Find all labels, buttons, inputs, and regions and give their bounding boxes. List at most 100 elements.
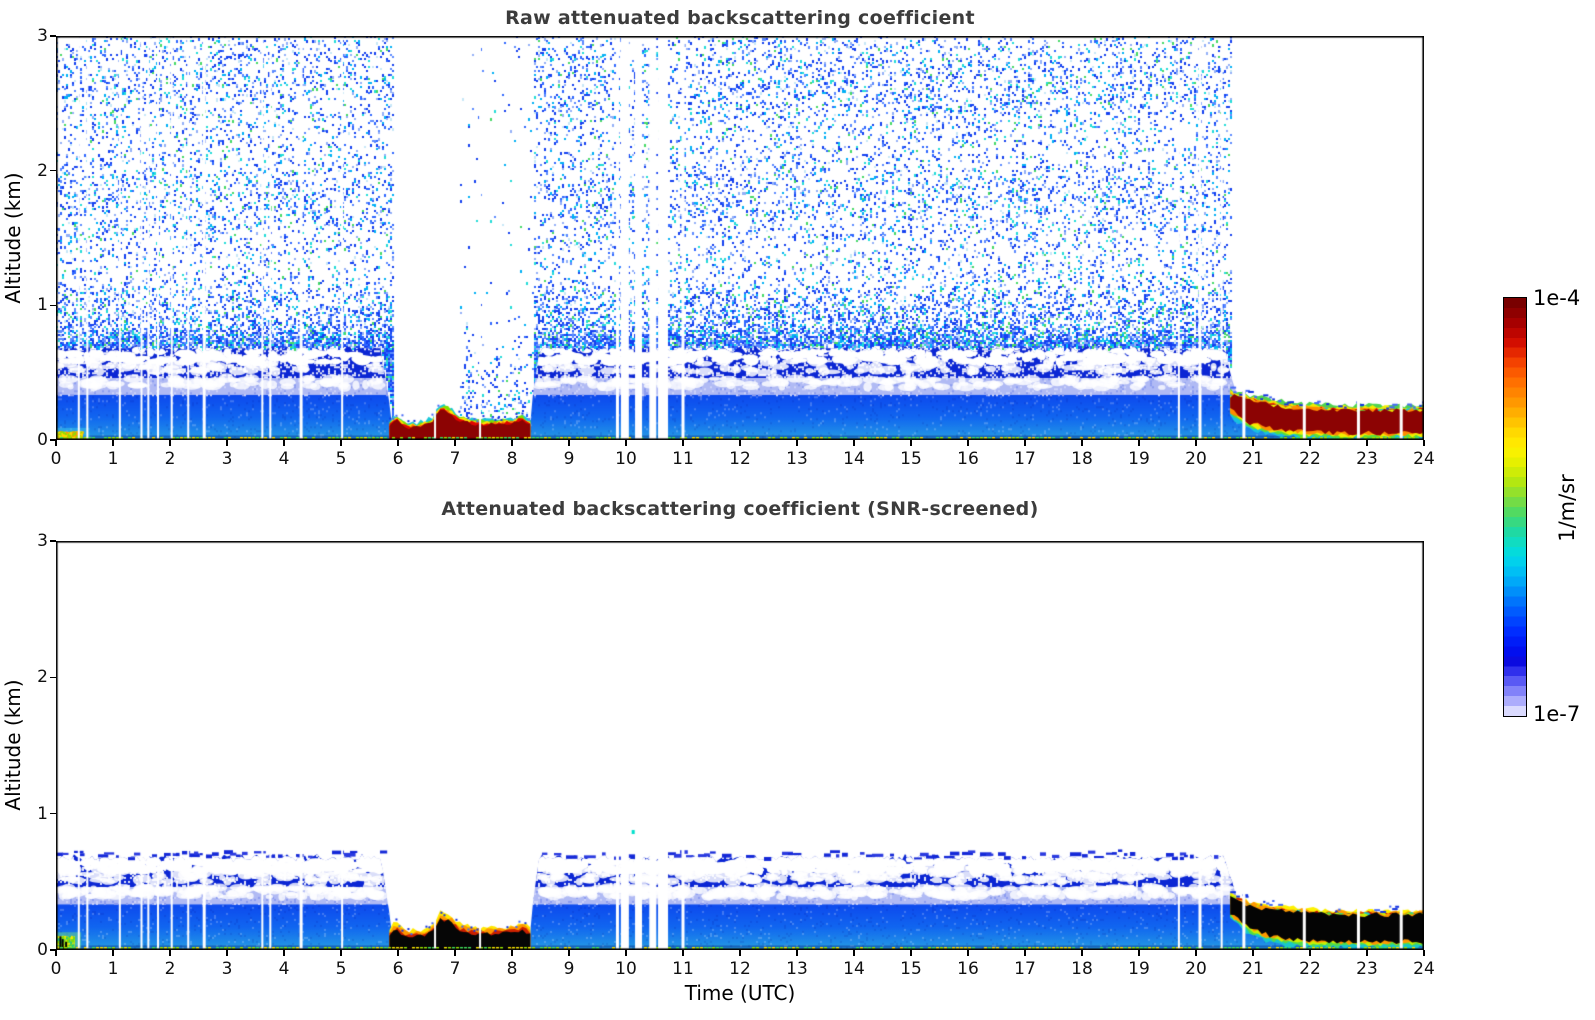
y-tick-label: 3 <box>37 26 48 46</box>
y-tick-mark <box>50 676 56 679</box>
x-tick-label: 15 <box>900 449 922 469</box>
x-tick-mark <box>1195 440 1197 446</box>
x-tick-mark <box>1366 440 1368 446</box>
x-tick-mark <box>1024 950 1026 956</box>
x-tick-mark <box>397 950 399 956</box>
x-tick-mark <box>967 440 969 446</box>
x-tick-label: 6 <box>392 449 404 469</box>
x-tick-label: 14 <box>843 449 865 469</box>
x-tick-label: 16 <box>957 959 979 979</box>
x-tick-label: 10 <box>615 959 637 979</box>
x-tick-mark <box>739 440 741 446</box>
x-tick-label: 6 <box>392 959 404 979</box>
x-tick-mark <box>55 440 57 446</box>
x-tick-label: 5 <box>335 449 347 469</box>
y-tick-mark <box>50 35 56 37</box>
x-tick-mark <box>1309 440 1311 446</box>
x-tick-mark <box>682 440 684 446</box>
x-tick-mark <box>1138 950 1140 956</box>
x-tick-mark <box>739 950 741 956</box>
x-tick-label: 13 <box>786 959 808 979</box>
y-tick-label: 0 <box>37 940 48 960</box>
x-tick-mark <box>625 950 627 956</box>
x-axis-label: Time (UTC) <box>684 981 796 1005</box>
x-tick-label: 3 <box>221 449 233 469</box>
x-tick-label: 5 <box>335 959 347 979</box>
x-tick-mark <box>112 950 114 956</box>
x-tick-label: 2 <box>164 449 176 469</box>
x-tick-label: 17 <box>1014 959 1036 979</box>
x-tick-mark <box>1423 950 1425 956</box>
x-tick-mark <box>511 440 513 446</box>
x-tick-label: 23 <box>1356 449 1378 469</box>
x-tick-label: 12 <box>729 449 751 469</box>
y-tick-mark <box>50 949 56 951</box>
x-tick-mark <box>454 440 456 446</box>
x-tick-label: 12 <box>729 959 751 979</box>
x-tick-label: 4 <box>278 449 290 469</box>
x-tick-mark <box>1024 440 1026 446</box>
x-tick-mark <box>910 950 912 956</box>
x-tick-mark <box>340 440 342 446</box>
x-tick-mark <box>625 440 627 446</box>
y-tick-mark <box>50 304 56 307</box>
x-tick-mark <box>853 440 855 446</box>
colorbar-max-label: 1e-4 <box>1533 286 1581 310</box>
x-tick-label: 24 <box>1413 449 1435 469</box>
x-tick-mark <box>283 440 285 446</box>
x-tick-label: 8 <box>506 449 518 469</box>
x-tick-mark <box>397 440 399 446</box>
panel1-title: Raw attenuated backscattering coefficien… <box>505 7 975 29</box>
x-tick-label: 7 <box>449 959 461 979</box>
x-tick-label: 4 <box>278 959 290 979</box>
x-tick-mark <box>226 950 228 956</box>
x-tick-label: 1 <box>107 959 119 979</box>
x-tick-mark <box>853 950 855 956</box>
x-tick-mark <box>1423 440 1425 446</box>
y-tick-label: 2 <box>37 667 48 688</box>
x-tick-label: 23 <box>1356 959 1378 979</box>
x-tick-label: 0 <box>50 959 62 979</box>
y-tick-label: 1 <box>37 295 48 316</box>
x-tick-mark <box>169 950 171 956</box>
x-tick-label: 19 <box>1128 449 1150 469</box>
x-tick-label: 8 <box>506 959 518 979</box>
x-tick-label: 3 <box>221 959 233 979</box>
x-tick-mark <box>796 440 798 446</box>
y-tick-label: 2 <box>37 160 48 181</box>
x-tick-mark <box>1138 440 1140 446</box>
x-tick-label: 9 <box>563 449 575 469</box>
y-tick-label: 1 <box>37 803 48 824</box>
colorbar <box>1503 297 1527 717</box>
x-tick-label: 0 <box>50 449 62 469</box>
x-tick-mark <box>910 440 912 446</box>
x-tick-mark <box>1309 950 1311 956</box>
y-tick-label: 0 <box>37 430 48 450</box>
x-tick-label: 2 <box>164 959 176 979</box>
x-tick-label: 17 <box>1014 449 1036 469</box>
x-tick-mark <box>169 440 171 446</box>
x-tick-mark <box>1252 440 1254 446</box>
x-tick-label: 1 <box>107 449 119 469</box>
x-tick-label: 18 <box>1071 449 1093 469</box>
x-tick-mark <box>796 950 798 956</box>
x-tick-label: 11 <box>672 959 694 979</box>
x-tick-label: 24 <box>1413 959 1435 979</box>
x-tick-mark <box>454 950 456 956</box>
x-tick-label: 18 <box>1071 959 1093 979</box>
x-tick-mark <box>55 950 57 956</box>
y-tick-mark <box>50 812 56 815</box>
x-tick-label: 22 <box>1299 449 1321 469</box>
x-tick-mark <box>682 950 684 956</box>
colorbar-gradient <box>1504 298 1526 716</box>
x-tick-label: 16 <box>957 449 979 469</box>
x-tick-mark <box>1252 950 1254 956</box>
x-tick-mark <box>1081 440 1083 446</box>
x-tick-mark <box>1081 950 1083 956</box>
x-tick-label: 15 <box>900 959 922 979</box>
panel2-title: Attenuated backscattering coefficient (S… <box>441 498 1039 520</box>
y-tick-mark <box>50 540 56 542</box>
x-tick-mark <box>1366 950 1368 956</box>
x-tick-label: 13 <box>786 449 808 469</box>
